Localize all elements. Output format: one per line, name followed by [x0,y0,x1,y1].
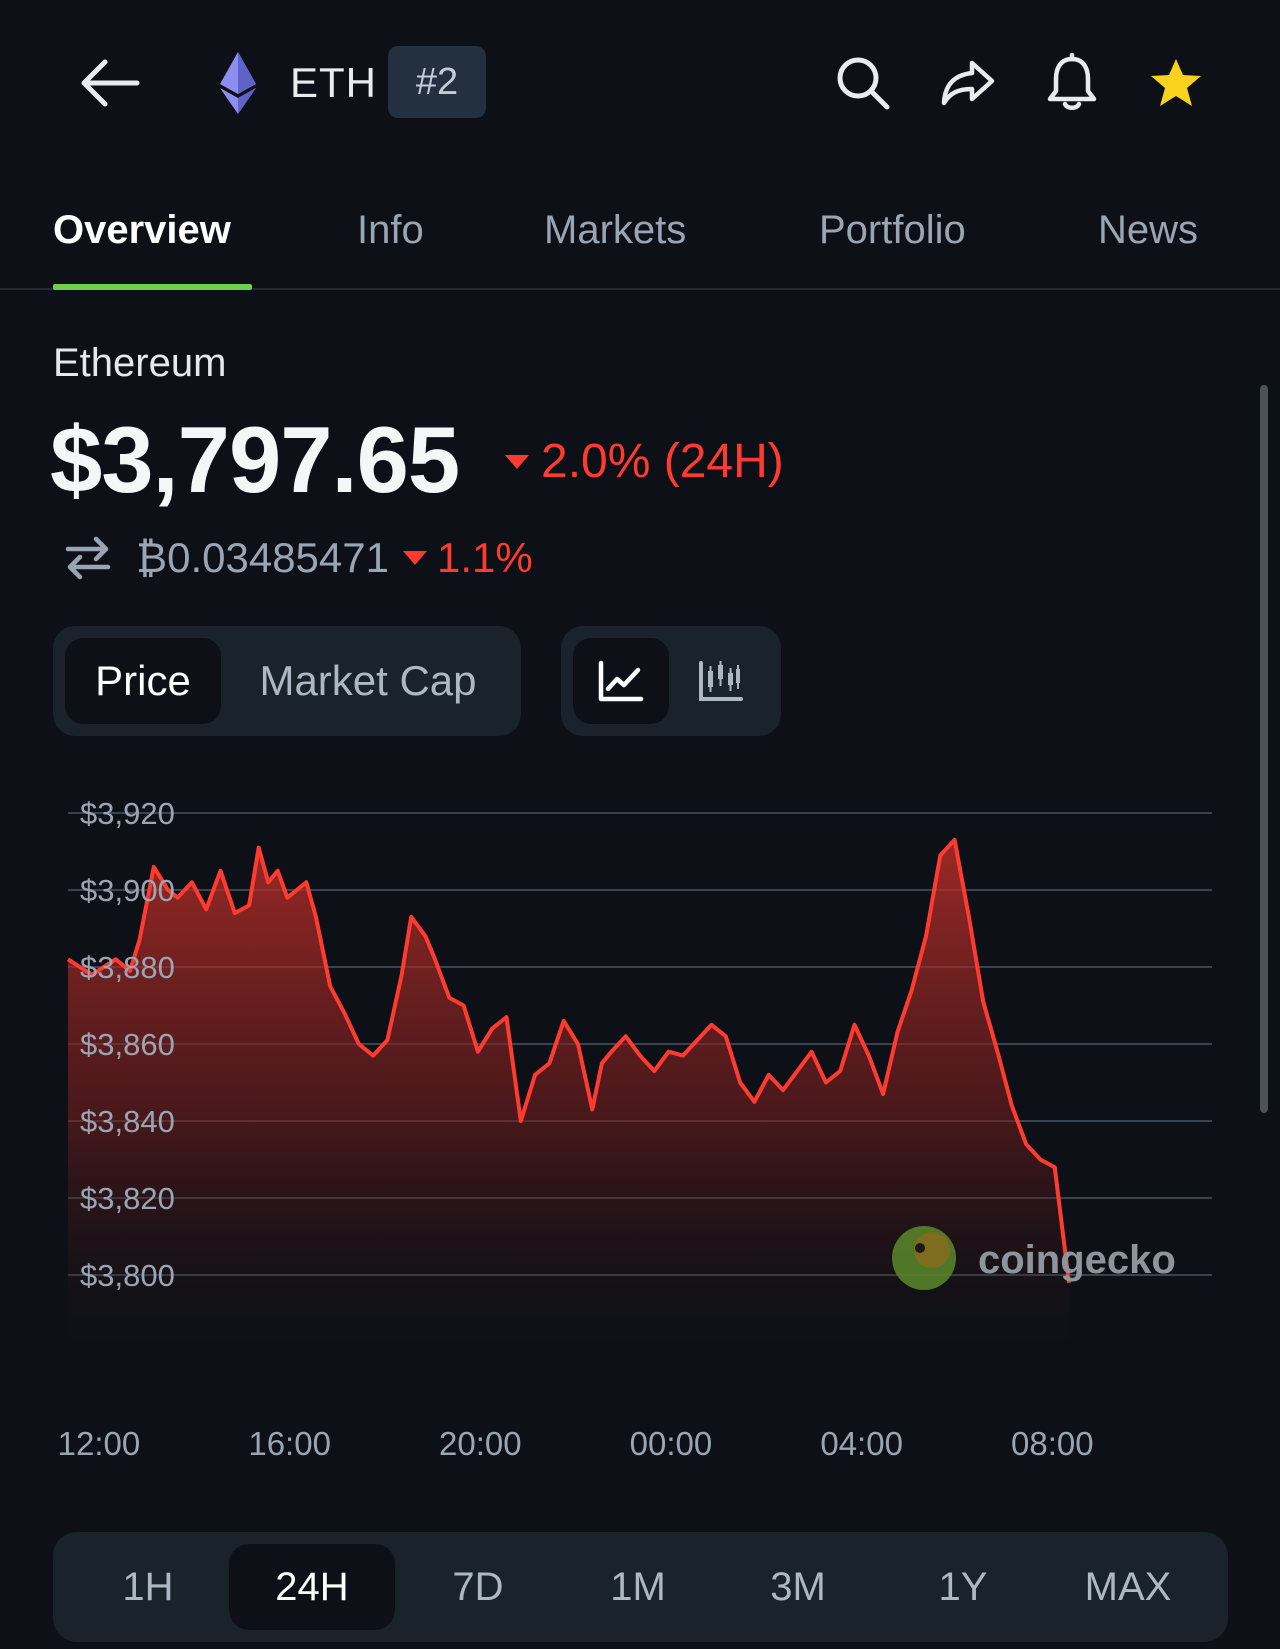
bell-icon [1047,53,1097,110]
favorite-button[interactable] [1141,48,1211,118]
alert-button[interactable] [1037,48,1107,118]
range-1m-button[interactable]: 1M [610,1565,666,1609]
price-toggle-button[interactable]: Price [65,638,221,724]
range-max-button[interactable]: MAX [1084,1565,1172,1609]
tab-bar: Overview Info Markets Portfolio News [0,190,1280,290]
back-button[interactable] [70,48,150,118]
line-chart-button[interactable] [573,638,669,724]
down-caret-icon [505,455,529,469]
tab-markets[interactable]: Markets [544,208,687,252]
x-axis-tick-label: 08:00 [1011,1425,1094,1462]
y-axis-tick-label: $3,860 [80,1027,175,1062]
btc-change-value: 1.1% [436,534,533,581]
tab-overview[interactable]: Overview [53,208,231,252]
btc-change: 1.1% [402,534,533,582]
range-1y-button[interactable]: 1Y [938,1565,988,1609]
price-change-24h: 2.0% (24H) [505,432,784,492]
candlestick-chart-button[interactable] [673,638,769,724]
x-axis-tick-label: 16:00 [248,1425,331,1462]
coingecko-watermark: coingecko [892,1226,1176,1290]
range-7d-button[interactable]: 7D [452,1565,504,1609]
price-change-24h-value: 2.0% (24H) [541,435,784,488]
tab-portfolio[interactable]: Portfolio [819,208,966,252]
price-chart[interactable]: $3,920 $3,900 $3,880 $3,860 $3,840 $3,820 $3,8… [0,780,1280,1480]
rank-badge: #2 [388,46,486,118]
line-chart-icon [598,660,644,702]
y-axis-tick-label: $3,840 [80,1104,175,1139]
top-bar: ETH #2 [0,0,1280,165]
y-axis-tick-label: $3,920 [80,796,175,831]
y-axis-tick-label: $3,820 [80,1181,175,1216]
metric-toggle: Price Market Cap [53,626,521,736]
x-axis-tick-label: 12:00 [58,1425,141,1462]
range-24h-button[interactable]: 24H [229,1544,395,1630]
swap-arrows-icon[interactable] [64,535,112,581]
share-button[interactable] [933,48,1003,118]
search-icon [837,57,890,110]
back-arrow-icon [81,59,140,107]
search-button[interactable] [828,48,898,118]
down-caret-icon [402,551,427,565]
star-icon [1151,59,1201,106]
range-1h-button[interactable]: 1H [122,1565,174,1609]
btc-price: ₿0.03485471 [136,534,389,581]
tab-info[interactable]: Info [357,208,424,252]
y-axis-tick-label: $3,900 [80,873,175,908]
scrollbar[interactable] [1260,385,1268,1113]
range-3m-button[interactable]: 3M [770,1565,826,1609]
y-axis-tick-label: $3,800 [80,1258,175,1293]
chart-type-toggle [561,626,781,736]
coin-name: Ethereum [53,341,227,385]
price-area [68,839,1069,1340]
ethereum-logo-icon [208,48,268,118]
price-chart-svg: $3,920 $3,900 $3,880 $3,860 $3,840 $3,820 $3,8… [58,796,1212,1462]
price-line [66,837,1071,1283]
x-axis-tick-label: 00:00 [630,1425,713,1462]
y-axis-tick-label: $3,880 [80,950,175,985]
share-icon [941,60,995,106]
coin-ticker: ETH [290,59,377,106]
btc-price-row: ₿0.03485471 1.1% [64,530,533,586]
market-cap-toggle-button[interactable]: Market Cap [259,657,477,704]
watermark-text: coingecko [978,1238,1176,1282]
current-price: $3,797.65 [50,407,460,512]
x-axis-tick-label: 04:00 [820,1425,903,1462]
time-range-selector: 1H 24H 7D 1M 3M 1Y MAX [53,1532,1228,1642]
tab-news[interactable]: News [1098,208,1199,252]
candlestick-icon [699,661,743,701]
x-axis-tick-label: 20:00 [439,1425,522,1462]
active-tab-indicator [53,284,252,290]
